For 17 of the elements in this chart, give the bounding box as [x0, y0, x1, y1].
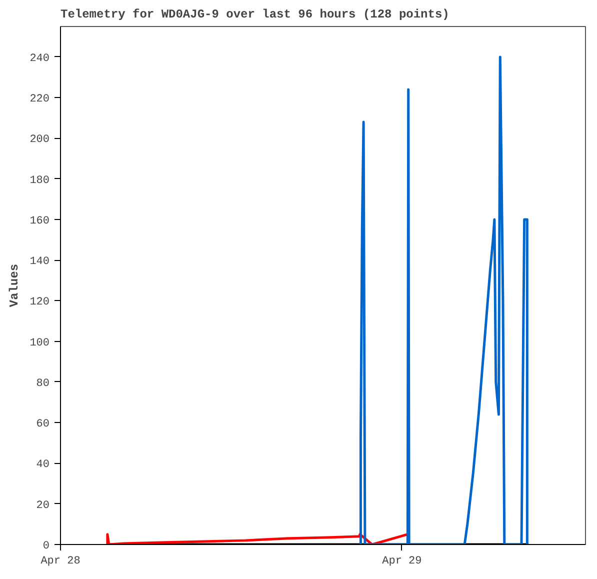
y-axis-title: Values — [8, 264, 22, 308]
y-tick-label: 160 — [30, 215, 50, 228]
y-tick-label: 180 — [30, 174, 50, 187]
y-tick-label: 220 — [30, 94, 50, 106]
y-tick-label: 80 — [36, 378, 50, 390]
y-tick-label: 200 — [30, 134, 50, 146]
x-tick-label: Apr 29 — [382, 556, 422, 568]
y-tick-label: 20 — [36, 500, 50, 512]
x-tick-label: Apr 28 — [40, 556, 80, 568]
y-tick-label: 120 — [30, 296, 50, 309]
chart-title: Telemetry for WD0AJG-9 over last 96 hours (128 points) — [60, 8, 450, 22]
y-tick-label: 60 — [36, 418, 50, 431]
y-tick-label: 40 — [36, 459, 50, 472]
y-tick-label: 140 — [30, 256, 50, 268]
y-tick-label: 100 — [30, 337, 50, 350]
y-tick-label: 0 — [42, 540, 50, 552]
y-tick-label: 240 — [30, 52, 50, 65]
